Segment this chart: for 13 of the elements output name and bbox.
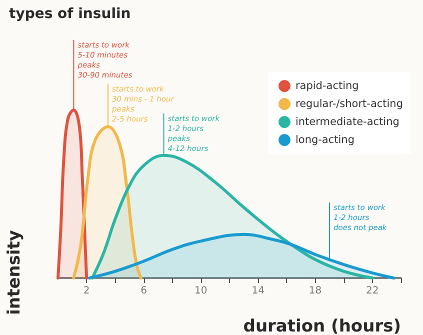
x-tick-label: 10: [194, 286, 208, 296]
x-tick-label: 22: [366, 286, 379, 296]
y-axis-title: intensity: [4, 230, 24, 315]
x-tick-label: 14: [252, 286, 264, 296]
chart-title: types of insulin: [9, 6, 131, 22]
legend-label: regular-/short-acting: [295, 98, 404, 110]
x-tick-label: 6: [140, 286, 147, 296]
legend-label: long-acting: [295, 134, 354, 146]
legend-label: rapid-acting: [295, 80, 359, 92]
legend-label: intermediate-acting: [295, 116, 400, 128]
x-tick-label: 2: [83, 286, 90, 296]
x-tick-label: 18: [308, 286, 322, 296]
x-axis-title: duration (hours): [243, 316, 401, 335]
